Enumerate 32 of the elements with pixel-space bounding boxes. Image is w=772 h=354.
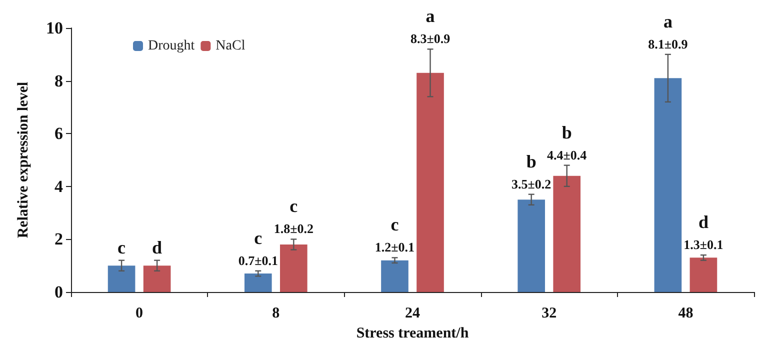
y-tick-label: 4 <box>54 176 64 196</box>
data-label: d 1.3±0.1 <box>684 212 724 252</box>
x-axis-title: Stress treament/h <box>356 325 470 342</box>
bar <box>280 244 308 292</box>
bar <box>244 274 272 292</box>
x-tick-label: 8 <box>272 306 280 322</box>
data-label: a 8.3±0.9 <box>410 6 451 46</box>
y-tick-label: 0 <box>54 282 63 302</box>
bar <box>654 78 682 292</box>
y-axis-title: Relative expression level <box>16 82 32 238</box>
data-label: c 1.2±0.1 <box>374 214 415 255</box>
data-label: a 8.1±0.9 <box>648 11 688 52</box>
bar <box>108 266 136 292</box>
legend-label: NaCl <box>216 38 246 54</box>
y-tick-label: 10 <box>46 18 63 38</box>
bar <box>553 176 581 292</box>
x-tick-label: 0 <box>136 306 144 322</box>
bar <box>416 72 444 292</box>
bar <box>381 260 408 292</box>
data-label: b 4.4±0.4 <box>547 122 588 162</box>
bar <box>143 266 171 292</box>
legend-label: Drought <box>148 38 195 54</box>
x-tick-label: 24 <box>405 306 420 322</box>
bar <box>690 258 718 292</box>
y-tick-label: 6 <box>54 124 63 144</box>
bar <box>518 200 545 292</box>
data-label: c <box>118 237 126 258</box>
x-tick-label: 32 <box>542 306 557 322</box>
y-tick-label: 2 <box>54 230 63 249</box>
data-label: d <box>152 237 162 258</box>
x-tick-label: 48 <box>678 306 694 322</box>
y-tick-label: 8 <box>54 71 63 90</box>
